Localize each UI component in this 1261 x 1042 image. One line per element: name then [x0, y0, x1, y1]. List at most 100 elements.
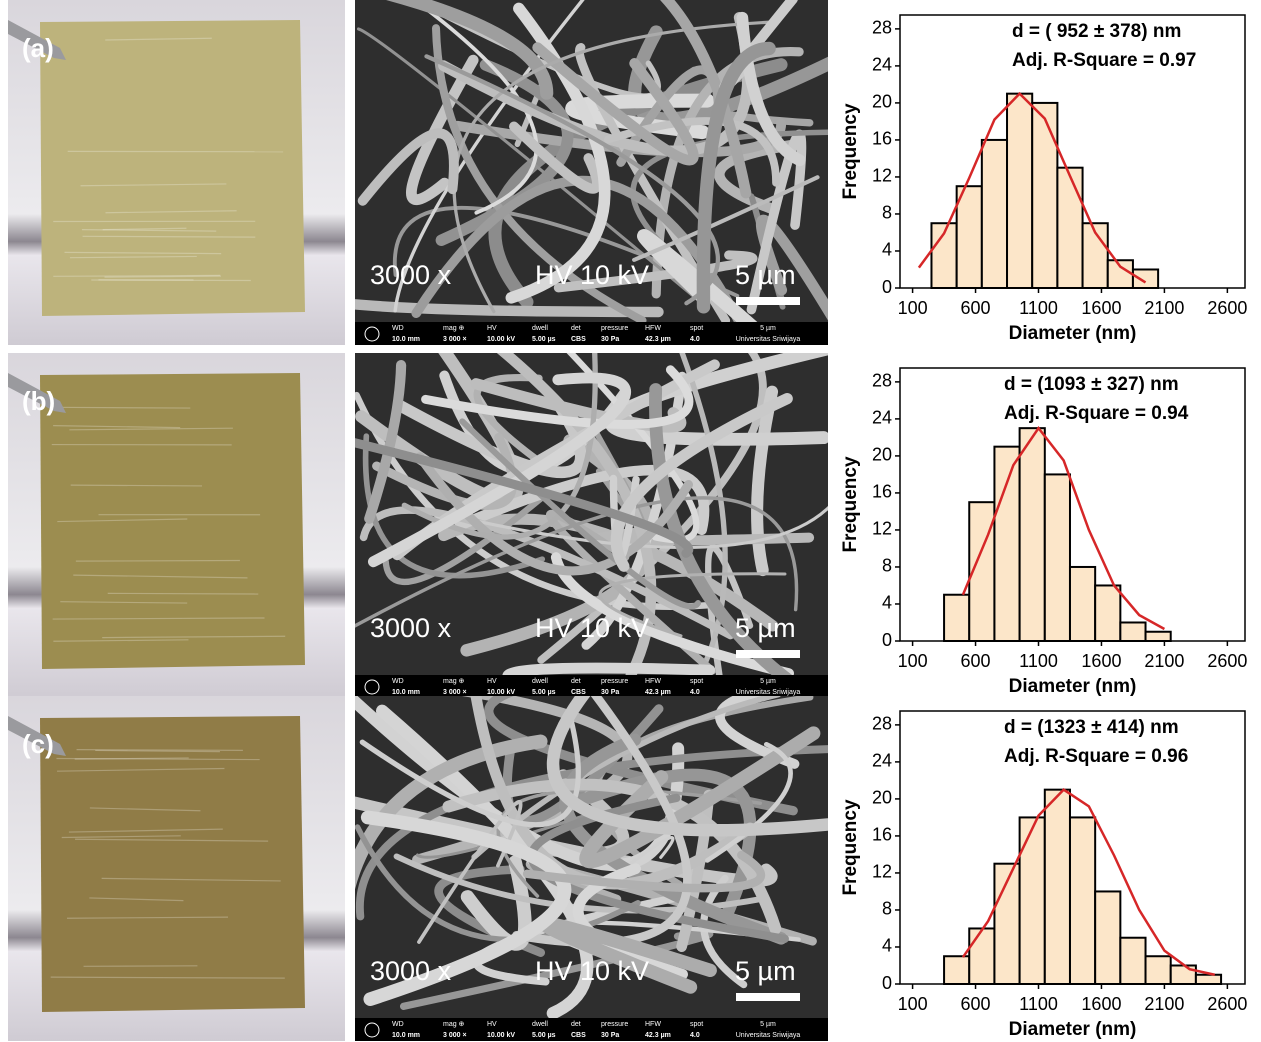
x-tick-label: 2600 — [1207, 298, 1247, 318]
histogram-bar — [969, 928, 994, 984]
info-institution: Universitas Sriwijaya — [736, 1032, 801, 1039]
histogram-bar — [1120, 622, 1145, 641]
info-value: 10.0 mm — [392, 1032, 420, 1039]
info-value: 3 000 × — [443, 1032, 467, 1039]
sheet-texture — [108, 593, 259, 594]
info-value: 4.0 — [690, 336, 700, 343]
membrane-sheet — [40, 20, 305, 316]
photo: (a) — [8, 0, 345, 345]
info-value: 4.0 — [690, 1032, 700, 1039]
info-key: HFW — [645, 678, 661, 685]
info-value: 5.00 µs — [532, 1032, 556, 1039]
info-key: WD — [392, 678, 404, 685]
info-value: 10.0 mm — [392, 336, 420, 343]
info-key: pressure — [601, 325, 628, 332]
y-tick-label: 0 — [882, 973, 892, 993]
sem-overlay-text: HV 10 kV — [535, 613, 649, 643]
info-key: HFW — [645, 1021, 661, 1028]
panel-label: (c) — [22, 729, 54, 759]
info-value: 42.3 µm — [645, 1032, 671, 1039]
x-tick-label: 1600 — [1081, 298, 1121, 318]
histogram-bar — [982, 140, 1007, 288]
info-key: spot — [690, 325, 703, 332]
info-value: CBS — [571, 1032, 586, 1039]
info-scale: 5 µm — [760, 1021, 776, 1028]
info-value: 42.3 µm — [645, 689, 671, 696]
y-axis-label: Frequency — [840, 799, 861, 896]
info-value: 10.00 kV — [487, 336, 515, 343]
y-tick-label: 4 — [882, 593, 892, 613]
sheet-texture — [53, 407, 191, 408]
scale-bar — [736, 993, 800, 1001]
histogram-bar — [1057, 168, 1082, 288]
membrane-sheet — [40, 716, 305, 1012]
sem-overlay-text: 3000 x — [370, 260, 452, 290]
y-tick-label: 4 — [882, 240, 892, 260]
chart: 04812162024281006001100160021002600Diame… — [840, 368, 1247, 697]
y-tick-label: 28 — [872, 18, 892, 38]
y-tick-label: 8 — [882, 899, 892, 919]
x-tick-label: 2100 — [1144, 994, 1184, 1014]
info-value: 10.0 mm — [392, 689, 420, 696]
panel-label: (b) — [22, 386, 55, 416]
y-axis-label: Frequency — [840, 103, 861, 200]
histogram-bar — [944, 956, 969, 984]
y-tick-label: 0 — [882, 277, 892, 297]
histogram-bar — [1108, 260, 1133, 288]
x-tick-label: 1600 — [1081, 651, 1121, 671]
info-key: det — [571, 1021, 581, 1028]
sheet-texture — [77, 750, 243, 751]
y-tick-label: 12 — [872, 519, 892, 539]
y-tick-label: 20 — [872, 788, 892, 808]
info-key: mag ⊕ — [443, 325, 465, 332]
y-tick-label: 24 — [872, 408, 892, 428]
y-tick-label: 28 — [872, 371, 892, 391]
info-value: 5.00 µs — [532, 336, 556, 343]
sem-overlay-text: HV 10 kV — [535, 260, 649, 290]
info-value: 30 Pa — [601, 689, 619, 696]
histogram-bar — [1032, 103, 1057, 288]
x-tick-label: 600 — [961, 994, 991, 1014]
info-value: 10.00 kV — [487, 689, 515, 696]
info-key: pressure — [601, 678, 628, 685]
info-value: 3 000 × — [443, 336, 467, 343]
sheet-texture — [76, 560, 240, 561]
histogram-bar — [1133, 269, 1158, 288]
y-tick-label: 24 — [872, 751, 892, 771]
y-tick-label: 4 — [882, 936, 892, 956]
y-tick-label: 8 — [882, 556, 892, 576]
sheet-texture — [83, 236, 256, 237]
y-tick-label: 20 — [872, 92, 892, 112]
histogram-bar — [1095, 585, 1120, 641]
y-tick-label: 16 — [872, 129, 892, 149]
scale-bar — [736, 650, 800, 658]
info-institution: Universitas Sriwijaya — [736, 689, 801, 696]
x-tick-label: 2100 — [1144, 298, 1184, 318]
histogram-bar — [1070, 567, 1095, 641]
info-key: det — [571, 325, 581, 332]
x-tick-label: 600 — [961, 298, 991, 318]
x-tick-label: 1100 — [1019, 651, 1058, 671]
sem-overlay-text: 3000 x — [370, 956, 452, 986]
x-tick-label: 2600 — [1207, 994, 1247, 1014]
sem-overlay-text: 5 µm — [735, 956, 796, 986]
histogram-bar — [944, 595, 969, 641]
info-key: WD — [392, 1021, 404, 1028]
y-axis-label: Frequency — [840, 456, 861, 553]
sem-image: 3000 xHV 10 kV5 µmWD10.0 mmmag ⊕3 000 ×H… — [340, 681, 830, 1041]
y-tick-label: 12 — [872, 166, 892, 186]
annotation: Adj. R-Square = 0.94 — [1004, 403, 1189, 424]
annotation: d = (1323 ± 414) nm — [1004, 717, 1179, 738]
histogram-bar — [1171, 965, 1196, 984]
panel-label: (a) — [22, 33, 54, 63]
info-key: pressure — [601, 1021, 628, 1028]
x-tick-label: 100 — [898, 651, 928, 671]
y-tick-label: 16 — [872, 825, 892, 845]
info-value: 10.00 kV — [487, 1032, 515, 1039]
info-value: CBS — [571, 689, 586, 696]
chart: 04812162024281006001100160021002600Diame… — [840, 711, 1247, 1040]
annotation: d = ( 952 ± 378) nm — [1012, 21, 1181, 42]
sem-overlay-text: 3000 x — [370, 613, 452, 643]
info-key: WD — [392, 325, 404, 332]
photo: (c) — [8, 696, 345, 1041]
